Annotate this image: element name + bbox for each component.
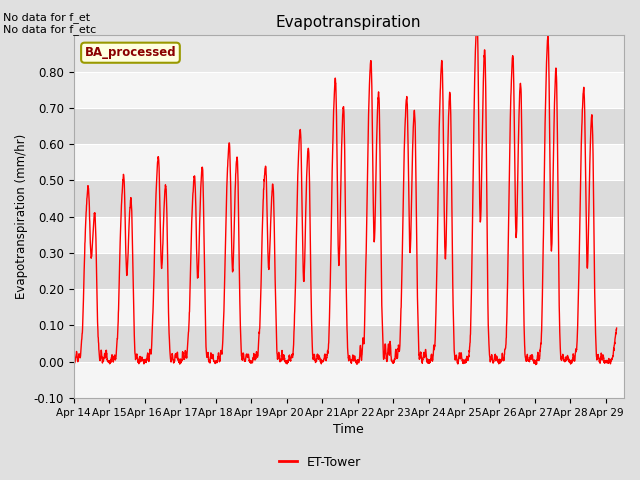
Bar: [74, 361, 624, 398]
Title: Evapotranspiration: Evapotranspiration: [276, 15, 421, 30]
X-axis label: Time: Time: [333, 423, 364, 436]
Text: BA_processed: BA_processed: [84, 46, 176, 59]
Text: No data for f_et: No data for f_et: [3, 12, 90, 23]
Bar: [74, 325, 624, 361]
Legend: ET-Tower: ET-Tower: [273, 451, 367, 474]
Bar: [74, 144, 624, 180]
Bar: [74, 72, 624, 108]
Bar: [74, 253, 624, 289]
Bar: [74, 180, 624, 216]
Y-axis label: Evapotranspiration (mm/hr): Evapotranspiration (mm/hr): [15, 134, 28, 299]
Bar: [74, 289, 624, 325]
Bar: [74, 108, 624, 144]
Bar: [74, 216, 624, 253]
Text: No data for f_etc: No data for f_etc: [3, 24, 97, 35]
